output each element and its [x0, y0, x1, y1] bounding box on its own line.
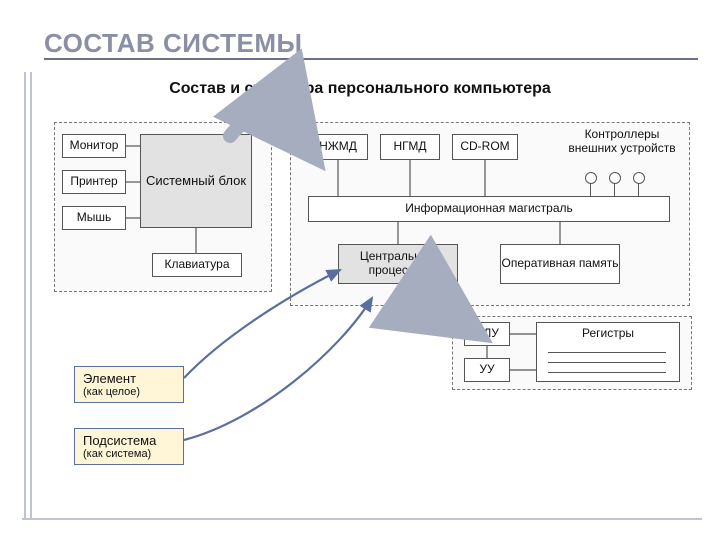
bottom-rule — [22, 518, 702, 520]
box-njmd: НЖМД — [308, 134, 368, 160]
box-system-block: Системный блок — [140, 134, 252, 228]
box-cdrom: CD-ROM — [452, 134, 518, 160]
label-cu: УУ — [479, 363, 494, 377]
box-cu: УУ — [464, 358, 510, 382]
reg-line-2 — [548, 362, 666, 363]
label-monitor: Монитор — [70, 139, 119, 153]
label-ngmd: НГМД — [393, 140, 426, 154]
page-subtitle: Состав и структура персонального компьют… — [0, 80, 720, 98]
ctl-stem-1 — [590, 182, 591, 196]
label-njmd: НЖМД — [319, 140, 357, 154]
box-printer: Принтер — [62, 170, 126, 194]
ctl-stem-2 — [614, 182, 615, 196]
legend-element-main: Элемент — [83, 371, 136, 386]
box-keyboard: Клавиатура — [152, 253, 242, 277]
label-cdrom: CD-ROM — [460, 140, 509, 154]
page-title: СОСТАВ СИСТЕМЫ — [44, 28, 302, 59]
box-bus: Информационная магистраль — [308, 196, 670, 222]
label-cpu: Центральный процессор — [339, 250, 457, 278]
ctl-circle-3 — [633, 172, 645, 184]
box-ngmd: НГМД — [380, 134, 440, 160]
legend-subsystem-sub: (как система) — [83, 448, 175, 460]
box-mouse: Мышь — [62, 206, 126, 230]
ctl-circle-2 — [609, 172, 621, 184]
box-alu: АЛУ — [464, 322, 510, 346]
label-printer: Принтер — [70, 175, 117, 189]
legend-subsystem: Подсистема (как система) — [74, 428, 184, 465]
label-ram: Оперативная память — [502, 257, 619, 271]
box-ram: Оперативная память — [500, 244, 620, 284]
legend-element: Элемент (как целое) — [74, 366, 184, 403]
reg-line-3 — [548, 372, 666, 373]
legend-subsystem-main: Подсистема — [83, 433, 156, 448]
label-keyboard: Клавиатура — [165, 258, 230, 272]
reg-line-1 — [548, 352, 666, 353]
title-underline — [44, 58, 698, 60]
ctl-stem-3 — [638, 182, 639, 196]
legend-element-sub: (как целое) — [83, 386, 175, 398]
box-monitor: Монитор — [62, 134, 126, 158]
label-system-block: Системный блок — [146, 174, 246, 189]
ctl-circle-1 — [585, 172, 597, 184]
label-mouse: Мышь — [77, 211, 112, 225]
label-alu: АЛУ — [475, 327, 499, 341]
box-cpu: Центральный процессор — [338, 244, 458, 284]
left-rule — [24, 72, 32, 518]
label-controllers: Контроллеры внешних устройств — [566, 128, 678, 156]
label-bus: Информационная магистраль — [405, 202, 573, 216]
label-regs: Регистры — [582, 327, 634, 341]
